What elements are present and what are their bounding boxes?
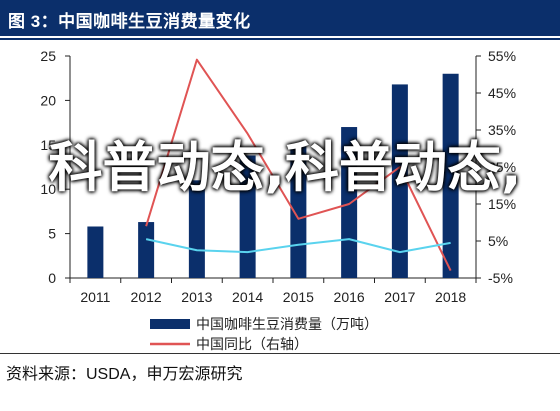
legend-label: 中国同比（右轴） — [196, 337, 308, 352]
legend-swatch-bar — [150, 319, 190, 329]
combo-chart: 0 5 10 15 20 25 -5% 5% 15% 25% 35% 45% 55% 2011 2012 20… — [40, 48, 516, 352]
y-right-tick-label: 35% — [488, 122, 516, 138]
legend-label: 中国咖啡生豆消费量（万吨） — [196, 317, 378, 333]
china-yoy-line — [145, 58, 452, 272]
x-tick-label: 2014 — [232, 289, 263, 305]
y-left-tick-label: 25 — [40, 48, 56, 64]
y-left-tick-label: 10 — [40, 181, 56, 197]
y-right-tick-label: 25% — [488, 159, 516, 175]
bar — [442, 73, 459, 278]
x-tick-label: 2018 — [435, 289, 466, 305]
y-right-tick-label: -5% — [488, 270, 513, 286]
x-tick-label: 2012 — [131, 289, 162, 305]
bar — [188, 180, 205, 278]
y-left-tick-label: 15 — [40, 137, 56, 153]
x-tick-label: 2011 — [80, 289, 110, 305]
world-yoy-line — [145, 238, 451, 254]
y-right-tick-label: 15% — [488, 196, 516, 212]
y-left-tick-label: 0 — [48, 270, 56, 286]
title-divider — [0, 38, 560, 40]
y-left-tick-label: 5 — [48, 226, 56, 242]
bar — [391, 84, 408, 278]
source-note: 资料来源：USDA，申万宏源研究 — [6, 366, 243, 383]
x-tick-label: 2013 — [181, 289, 212, 305]
y-right-tick-label: 55% — [488, 48, 516, 64]
y-left-tick-label: 20 — [40, 92, 56, 108]
bar — [138, 222, 155, 278]
x-tick-label: 2016 — [334, 289, 365, 305]
bar — [239, 155, 256, 278]
chart-title: 图 3：中国咖啡生豆消费量变化 — [8, 12, 251, 31]
title-bar: 图 3：中国咖啡生豆消费量变化 — [0, 0, 560, 36]
bar — [87, 226, 104, 278]
y-right-tick-label: 5% — [488, 233, 508, 249]
x-tick-label: 2015 — [283, 289, 314, 305]
watermark-overlay: 科普动态,科普动态, — [48, 136, 522, 199]
y-right-tick-label: 45% — [488, 85, 516, 101]
x-tick-label: 2017 — [384, 289, 415, 305]
source-divider — [0, 353, 560, 354]
